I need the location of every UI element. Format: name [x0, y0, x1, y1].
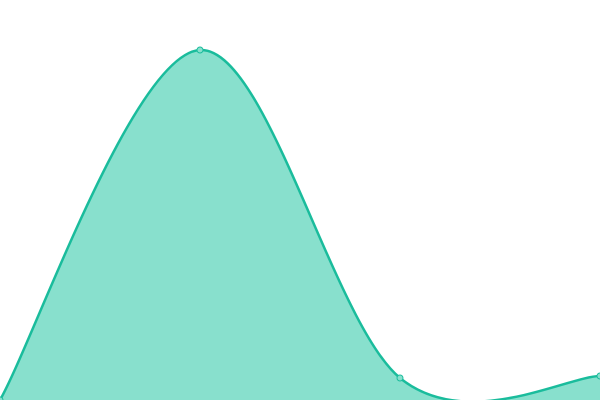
area-fill [0, 49, 600, 400]
data-point [0, 396, 4, 400]
data-point [196, 46, 204, 54]
data-point [396, 374, 404, 382]
area-line [0, 48, 600, 400]
data-point [596, 372, 600, 380]
